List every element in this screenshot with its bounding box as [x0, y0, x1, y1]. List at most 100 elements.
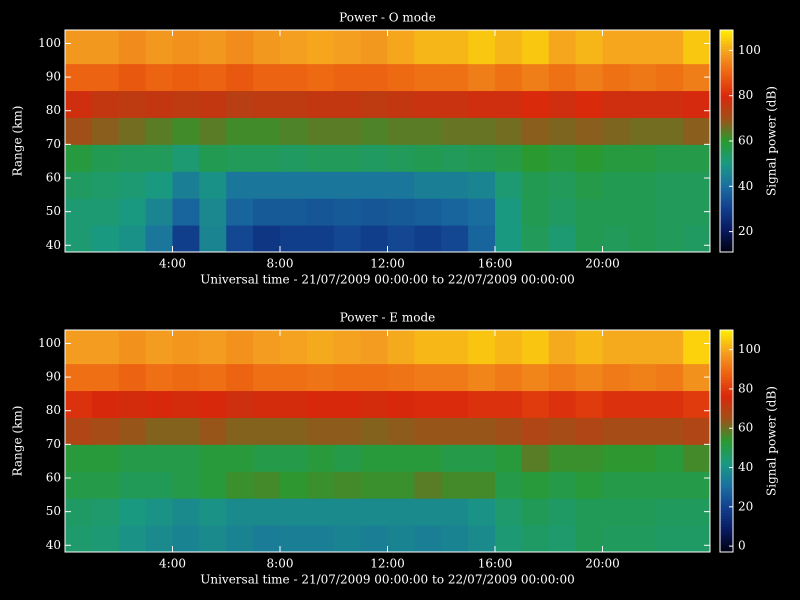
colorbar-segment — [720, 538, 733, 542]
colorbar-segment — [720, 79, 733, 84]
heatmap-cell — [468, 363, 496, 392]
y-tick-label: 60 — [46, 471, 61, 485]
heatmap-cell — [521, 63, 550, 92]
heatmap-cell — [548, 330, 577, 365]
colorbar-segment — [720, 202, 733, 206]
heatmap-cell — [387, 330, 415, 365]
heatmap-cell — [253, 63, 281, 92]
heatmap-cell — [118, 30, 147, 65]
colorbar-segment — [720, 379, 733, 384]
colorbar-tick-label: 80 — [738, 88, 753, 102]
colorbar-segment — [720, 196, 733, 200]
colorbar-segment — [720, 427, 733, 431]
colorbar-segment — [720, 413, 733, 417]
heatmap-cell — [118, 363, 147, 392]
colorbar-segment — [720, 357, 733, 362]
colorbar-segment — [720, 165, 733, 170]
heatmap-cell — [199, 363, 227, 392]
heatmap-cell — [280, 30, 308, 65]
heatmap-cell — [656, 225, 684, 253]
heatmap-cell — [656, 144, 684, 172]
heatmap-cell — [253, 330, 281, 365]
heatmap-cell — [306, 444, 335, 472]
heatmap-cell — [226, 63, 254, 92]
heatmap-cell — [468, 444, 496, 472]
heatmap-cell — [333, 330, 362, 365]
colorbar-segment — [720, 49, 733, 53]
heatmap-cell — [441, 171, 469, 199]
heatmap-cell — [441, 363, 469, 392]
colorbar-segment — [720, 188, 733, 192]
heatmap-cell — [172, 63, 200, 92]
heatmap-cell — [521, 171, 550, 199]
y-tick-label: 50 — [46, 504, 61, 518]
heatmap-cell — [65, 30, 93, 65]
heatmap-cell — [683, 471, 711, 499]
heatmap-cell — [360, 30, 388, 65]
heatmap-cell — [521, 390, 550, 418]
heatmap-cell — [360, 225, 388, 253]
colorbar-segment — [720, 124, 733, 128]
heatmap-cell — [118, 498, 147, 526]
colorbar-segment — [720, 82, 733, 86]
colorbar-segment — [720, 74, 733, 78]
colorbar-segment — [720, 468, 733, 473]
colorbar-segment — [720, 330, 733, 334]
colorbar-segment — [720, 502, 733, 506]
colorbar-segment — [720, 171, 733, 175]
heatmap-cell — [548, 444, 577, 472]
y-tick-label: 100 — [38, 336, 61, 350]
heatmap-cell — [602, 90, 630, 118]
chart-title: Power - O mode — [339, 11, 436, 25]
colorbar-segment — [720, 388, 733, 392]
heatmap-cell — [360, 198, 388, 226]
heatmap-cell — [226, 471, 254, 499]
heatmap-cell — [495, 117, 523, 145]
colorbar-segment — [720, 141, 733, 145]
heatmap-cell — [145, 90, 173, 118]
heatmap-cell — [629, 144, 657, 172]
heatmap-cell — [306, 417, 335, 445]
x-tick-label: 20:00 — [585, 257, 620, 271]
heatmap-cell — [333, 144, 362, 172]
colorbar-segment — [720, 407, 733, 411]
heatmap-cell — [656, 390, 684, 418]
heatmap-cell — [602, 363, 630, 392]
colorbar-segment — [720, 352, 733, 356]
heatmap-cell — [253, 498, 281, 526]
heatmap-cell — [280, 471, 308, 499]
heatmap-cell — [280, 198, 308, 226]
colorbar-segment — [720, 510, 733, 514]
heatmap-cell — [306, 330, 335, 365]
heatmap-cell — [65, 417, 93, 445]
heatmap-cell — [548, 363, 577, 392]
colorbar-segment — [720, 549, 733, 553]
heatmap-cell — [226, 363, 254, 392]
colorbar-segment — [720, 102, 733, 106]
heatmap-cell — [333, 90, 362, 118]
x-axis-label: Universal time - 21/07/2009 00:00:00 to … — [200, 573, 575, 587]
heatmap-cell — [629, 525, 657, 553]
colorbar-segment — [720, 363, 733, 367]
heatmap-cell — [360, 144, 388, 172]
heatmap-cell — [306, 225, 335, 253]
heatmap-cell — [656, 363, 684, 392]
colorbar-segment — [720, 104, 733, 109]
colorbar-segment — [720, 471, 733, 475]
heatmap-cell — [521, 30, 550, 65]
y-tick-label: 90 — [46, 70, 61, 84]
heatmap-cell — [280, 417, 308, 445]
colorbar-segment — [720, 343, 733, 348]
heatmap-cell — [548, 525, 577, 553]
heatmap-cell — [199, 63, 227, 92]
heatmap-cell — [387, 90, 415, 118]
heatmap-cell — [629, 63, 657, 92]
heatmap-cell — [91, 498, 120, 526]
heatmap-cell — [199, 525, 227, 553]
colorbar-segment — [720, 366, 733, 370]
heatmap-cell — [656, 171, 684, 199]
heatmap-cell — [172, 90, 200, 118]
heatmap-cell — [91, 417, 120, 445]
